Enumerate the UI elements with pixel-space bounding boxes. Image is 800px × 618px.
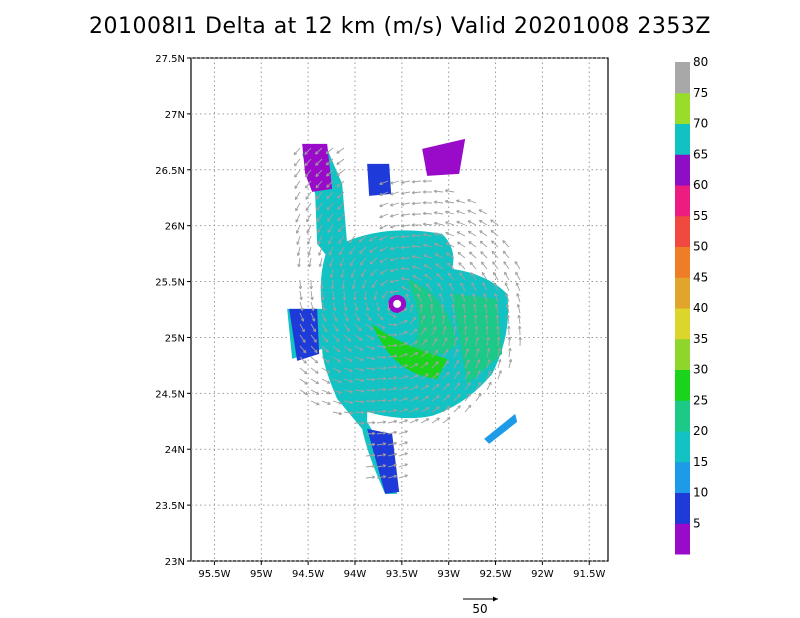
lon-tick-label: 91.5W <box>573 569 605 580</box>
colorbar-label: 70 <box>693 117 708 131</box>
lat-tick-label: 25N <box>165 333 185 344</box>
colorbar: 5 10 15 20 25 30 35 40 45 50 55 60 65 70 75 80 <box>675 55 708 555</box>
colorbar-swatch <box>675 185 690 217</box>
colorbar-label: 45 <box>693 270 708 284</box>
colorbar-swatch <box>675 400 690 432</box>
lat-tick-label: 27N <box>165 110 185 121</box>
colorbar-label: 30 <box>693 363 708 377</box>
colorbar-swatch <box>675 308 690 340</box>
lat-tick-label: 26.5N <box>155 166 185 177</box>
colorbar-swatch <box>675 123 690 155</box>
colorbar-label: 75 <box>693 86 708 100</box>
lon-tick-label: 95.5W <box>198 569 230 580</box>
longitude-labels: 95.5W 95W 94.5W 94W 93.5W 93W 92.5W 92W 91.5W <box>198 569 605 580</box>
lon-tick-label: 94.5W <box>292 569 324 580</box>
lat-tick-label: 23.5N <box>155 501 185 512</box>
colorbar-label: 55 <box>693 209 708 223</box>
wind-vectors <box>293 147 522 479</box>
colorbar-swatch <box>675 246 690 278</box>
colorbar-label: 80 <box>693 55 708 69</box>
lon-tick-label: 94W <box>344 569 367 580</box>
lat-tick-label: 24.5N <box>155 389 185 400</box>
colorbar-swatch <box>675 92 690 124</box>
colorbar-label: 20 <box>693 424 708 438</box>
colorbar-label: 5 <box>693 516 701 530</box>
colorbar-swatch <box>675 338 690 370</box>
colorbar-label: 40 <box>693 301 708 315</box>
colorbar-label: 10 <box>693 486 708 500</box>
lat-tick-label: 26N <box>165 222 185 233</box>
lat-tick-label: 25.5N <box>155 278 185 289</box>
lat-tick-label: 27.5N <box>155 54 185 65</box>
colorbar-swatch <box>675 62 690 94</box>
colorbar-swatch <box>675 461 690 493</box>
map-title: 201008I1 Delta at 12 km (m/s) Valid 2020… <box>89 14 711 39</box>
lat-tick-label: 24N <box>165 445 185 456</box>
colorbar-swatch <box>675 277 690 309</box>
lon-tick-label: 93W <box>437 569 460 580</box>
colorbar-label: 35 <box>693 332 708 346</box>
colorbar-label: 60 <box>693 178 708 192</box>
reference-vector: 50 <box>463 596 498 616</box>
colorbar-label: 25 <box>693 393 708 407</box>
lon-tick-label: 93.5W <box>386 569 418 580</box>
colorbar-swatch <box>675 215 690 247</box>
colorbar-label: 65 <box>693 147 708 161</box>
latitude-labels: 27.5N 27N 26.5N 26N 25.5N 25N 24.5N 24N 23.5N 23N <box>155 54 185 568</box>
colorbar-swatch <box>675 154 690 186</box>
colorbar-label: 50 <box>693 240 708 254</box>
lat-tick-label: 23N <box>165 557 185 568</box>
lon-tick-label: 92.5W <box>479 569 511 580</box>
colorbar-swatch <box>675 523 690 555</box>
lon-tick-label: 92W <box>531 569 554 580</box>
colorbar-label: 15 <box>693 455 708 469</box>
reference-vector-label: 50 <box>472 602 487 616</box>
colorbar-swatch <box>675 492 690 524</box>
colorbar-swatch <box>675 431 690 463</box>
colorbar-swatch <box>675 369 690 401</box>
lon-tick-label: 95W <box>250 569 273 580</box>
